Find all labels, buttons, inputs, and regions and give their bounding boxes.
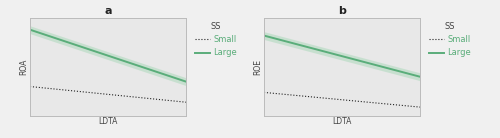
Y-axis label: ROA: ROA xyxy=(20,59,28,75)
Title: b: b xyxy=(338,6,346,16)
Y-axis label: ROE: ROE xyxy=(254,59,262,75)
Legend: Small, Large: Small, Large xyxy=(195,22,237,57)
Title: a: a xyxy=(104,6,112,16)
X-axis label: LDTA: LDTA xyxy=(332,117,351,126)
X-axis label: LDTA: LDTA xyxy=(98,117,117,126)
Legend: Small, Large: Small, Large xyxy=(429,22,471,57)
